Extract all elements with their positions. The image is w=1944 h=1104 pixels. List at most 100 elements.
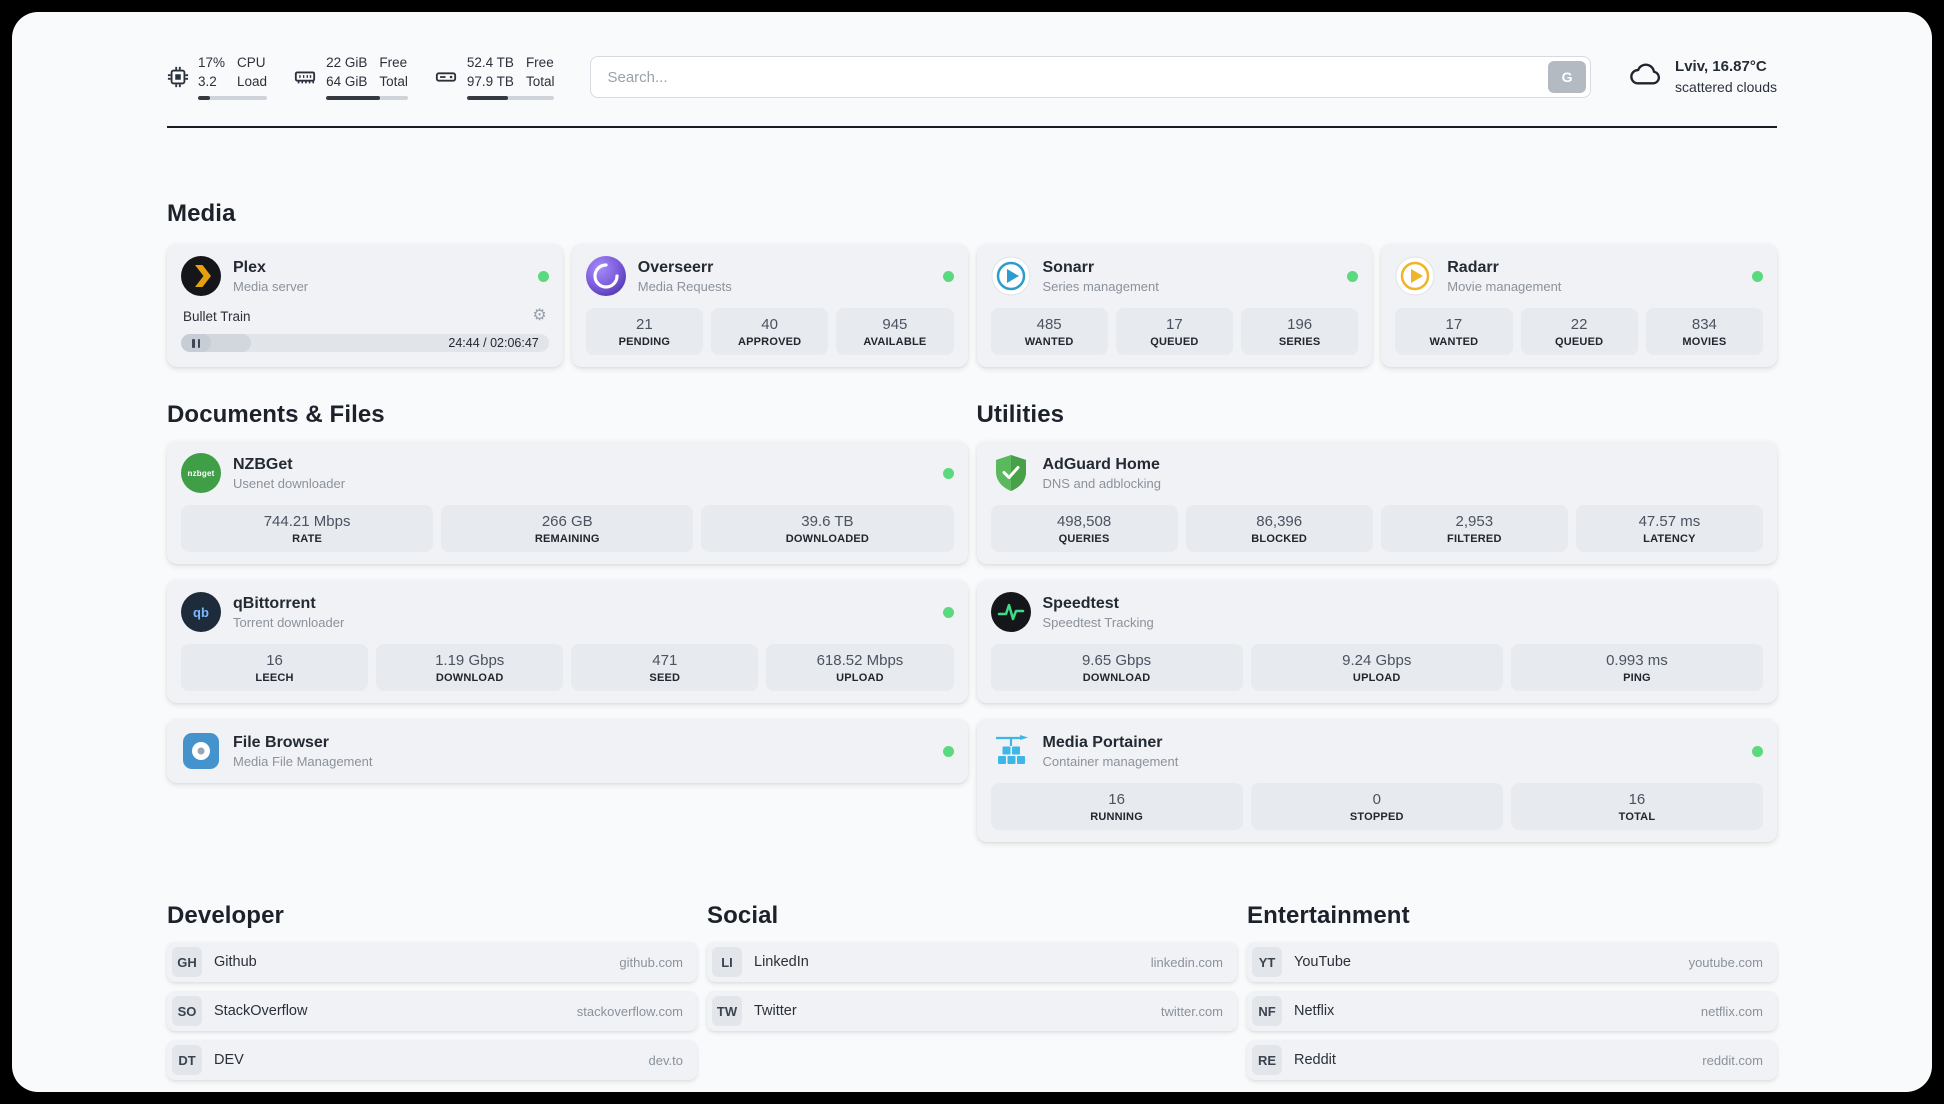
cpu-progress-fill [198,95,210,100]
app-desc: DNS and adblocking [1042,476,1162,492]
stat-value: 9.65 Gbps [1081,652,1152,669]
section-title-documents: Documents & Files [167,401,385,428]
bookmark-github[interactable]: GH Github github.com [167,942,697,982]
cpu-icon [167,66,189,88]
stat-value: 16 [1628,791,1646,808]
bookmark-reddit[interactable]: RE Reddit reddit.com [1247,1040,1777,1080]
app-card-filebrowser[interactable]: File Browser Media File Management [167,719,968,783]
bookmark-netflix[interactable]: NF Netflix netflix.com [1247,991,1777,1031]
portainer-stats: 16 RUNNING 0 STOPPED 16 TOTAL [990,783,1764,830]
bookmark-name: Netflix [1294,1003,1335,1019]
bookmark-twitter[interactable]: TW Twitter twitter.com [707,991,1237,1031]
app-card-plex[interactable]: Plex Media server Bullet Train ⚙ 24:44 /… [167,244,563,367]
sonarr-icon [991,256,1031,296]
nzbget-icon-text: nzbget [187,468,215,478]
dev-icon: DT [172,1045,202,1075]
app-card-qbittorrent[interactable]: qb qBittorrent Torrent downloader 16 LEE… [167,580,968,703]
stat-value: 498,508 [1056,513,1112,530]
stat-downloaded: 39.6 TB DOWNLOADED [701,505,954,552]
speedtest-icon [990,592,1031,632]
bookmark-url: youtube.com [1688,954,1763,970]
status-dot [942,270,954,282]
cpu-label-bottom: Load [237,73,268,89]
plex-icon [181,256,221,296]
stat-value: 9.24 Gbps [1342,652,1412,669]
ram-icon [293,66,317,88]
app-name: Overseerr [637,258,714,276]
app-desc: Movie management [1447,279,1562,295]
app-card-nzbget[interactable]: nzbget NZBGet Usenet downloader 744.21 M… [167,441,968,564]
stat-queued: 17 QUEUED [1115,308,1233,355]
sonarr-stats: 485 WANTED 17 QUEUED 196 SERIES [990,308,1359,355]
stat-value: 21 [636,316,653,333]
app-card-radarr[interactable]: Radarr Movie management 17 WANTED 22 QUE… [1381,244,1777,367]
track-title: Bullet Train [183,308,251,324]
linkedin-icon: LI [712,947,742,977]
bookmark-name: Reddit [1294,1052,1336,1068]
app-card-portainer[interactable]: Media Portainer Container management 16 … [976,719,1777,842]
stat-label: QUERIES [1058,533,1110,545]
status-dot [942,467,954,479]
bookmark-url: stackoverflow.com [576,1003,683,1019]
twitter-icon: TW [712,996,742,1026]
stat-label: DOWNLOADED [785,533,870,545]
stat-value: 40 [761,316,778,333]
stat-value: 16 [266,652,283,669]
bookmark-group-developer: Developer GH Github github.com SO StackO… [167,842,697,1089]
bookmark-url: twitter.com [1160,1003,1223,1019]
stat-wanted: 485 WANTED [990,308,1108,355]
adguard-stats: 498,508 QUERIES 86,396 BLOCKED 2,953 FIL… [990,505,1763,552]
stat-label: WANTED [1429,336,1479,348]
cpu-label-top: CPU [237,55,266,71]
stat-label: SERIES [1278,336,1321,348]
app-name: Media Portainer [1042,733,1163,751]
stat-stopped: 0 STOPPED [1250,783,1503,830]
stat-ping: 0.993 ms PING [1510,644,1764,691]
stat-label: LATENCY [1643,533,1696,545]
status-dot [1752,270,1763,282]
stat-series: 196 SERIES [1241,308,1359,355]
stat-blocked: 86,396 BLOCKED [1185,505,1373,552]
app-name: qBittorrent [233,594,316,612]
stat-label: WANTED [1024,336,1074,348]
nzbget-icon: nzbget [181,453,221,493]
bookmark-stackoverflow[interactable]: SO StackOverflow stackoverflow.com [167,991,697,1031]
stat-label: DOWNLOAD [1082,672,1151,684]
pause-button[interactable] [181,334,211,352]
app-card-speedtest[interactable]: Speedtest Speedtest Tracking 9.65 Gbps D… [976,580,1777,703]
bookmark-youtube[interactable]: YT YouTube youtube.com [1247,942,1777,982]
bookmark-linkedin[interactable]: LI LinkedIn linkedin.com [707,942,1237,982]
qbittorrent-stats: 16 LEECH 1.19 Gbps DOWNLOAD 471 SEED 6 [181,644,954,691]
bookmark-dev[interactable]: DT DEV dev.to [167,1040,697,1080]
stat-download: 1.19 Gbps DOWNLOAD [376,644,564,691]
reddit-icon: RE [1252,1045,1282,1075]
bookmark-url: github.com [619,954,683,970]
stat-label: QUEUED [1150,336,1199,348]
stat-queued: 22 QUEUED [1520,308,1638,355]
ram-total-value: 64 GiB [326,73,368,89]
disk-progress-fill [466,95,509,100]
cpu-progressbar [198,95,268,100]
stat-label: BLOCKED [1251,533,1308,545]
bookmark-url: reddit.com [1702,1052,1763,1068]
app-desc: Usenet downloader [233,476,346,492]
bookmark-name: StackOverflow [214,1003,308,1019]
app-card-sonarr[interactable]: Sonarr Series management 485 WANTED 17 Q… [976,244,1373,367]
app-card-adguard[interactable]: AdGuard Home DNS and adblocking 498,508 … [976,441,1777,564]
stat-value: 1.19 Gbps [435,652,505,669]
netflix-icon: NF [1252,996,1282,1026]
search-input[interactable] [590,56,1592,98]
stat-upload: 618.52 Mbps UPLOAD [766,644,954,691]
search-engine-button[interactable]: G [1548,61,1587,93]
section-title-developer: Developer [167,902,284,929]
disk-total-value: 97.9 TB [466,73,514,89]
stat-label: PENDING [618,336,671,348]
speedtest-stats: 9.65 Gbps DOWNLOAD 9.24 Gbps UPLOAD 0.99… [990,644,1764,691]
stat-value: 744.21 Mbps [263,513,351,530]
disk-label-bottom: Total [525,73,555,89]
gear-icon[interactable]: ⚙ [532,307,547,324]
system-info-group: 17% 3.2 CPU Load [167,54,555,100]
player-progressbar[interactable]: 24:44 / 02:06:47 [181,334,549,352]
app-card-overseerr[interactable]: Overseerr Media Requests 21 PENDING 40 A… [571,244,968,367]
overseerr-icon [585,256,626,296]
